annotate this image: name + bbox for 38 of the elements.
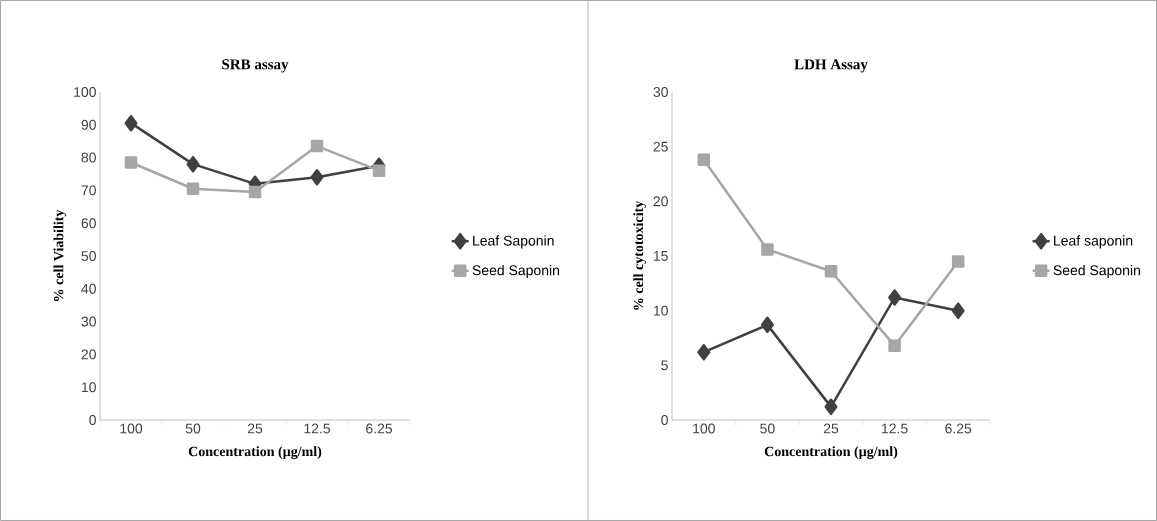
y-tick-label: 90: [81, 119, 96, 130]
y-tick-label: 60: [81, 218, 96, 229]
y-tick-label: 30: [81, 316, 96, 327]
y-tick-label: 70: [81, 185, 96, 196]
y-tick-label: 10: [81, 382, 96, 393]
x-tick-label: 50: [185, 423, 201, 434]
x-tick-label: 25: [823, 423, 839, 434]
y-tick-label: 0: [661, 415, 668, 425]
y-tick-label: 5: [661, 360, 668, 371]
x-tick-label: 100: [120, 423, 143, 434]
legend-label: Leaf Saponin: [473, 235, 554, 249]
y-tick-label: 15: [653, 251, 668, 261]
x-tick-label: 12.5: [882, 423, 908, 434]
x-tick-label: 12.5: [304, 423, 331, 434]
x-tick-label: 25: [247, 423, 263, 434]
y-tick-label: 20: [81, 349, 96, 360]
y-tick-label: 50: [81, 251, 96, 261]
x-tick-label: 50: [760, 423, 775, 434]
x-tick-label: 100: [693, 423, 715, 434]
chart-title: LDH Assay: [794, 59, 868, 73]
legend-label: Seed Saponin: [1053, 264, 1140, 279]
y-axis-title: % cell Viability: [53, 209, 67, 301]
y-tick-label: 80: [81, 152, 96, 163]
y-tick-label: 20: [653, 196, 668, 207]
chart-title: SRB assay: [222, 59, 289, 73]
x-tick-label: 6.25: [945, 423, 972, 434]
y-tick-label: 40: [81, 283, 96, 294]
y-axis-title: % cell cytotoxicity: [633, 200, 647, 310]
y-tick-label: 25: [653, 141, 668, 152]
y-tick-label: 10: [653, 305, 668, 316]
legend-label: Seed Saponin: [472, 264, 560, 279]
x-axis-title: Concentration (µg/ml): [188, 446, 322, 460]
y-tick-label: 30: [653, 87, 668, 97]
legend-label: Leaf saponin: [1054, 235, 1133, 249]
x-axis-title: Concentration (µg/ml): [764, 446, 898, 460]
y-tick-label: 0: [89, 415, 96, 425]
y-tick-label: 100: [74, 87, 96, 97]
x-tick-label: 6.25: [366, 423, 393, 434]
